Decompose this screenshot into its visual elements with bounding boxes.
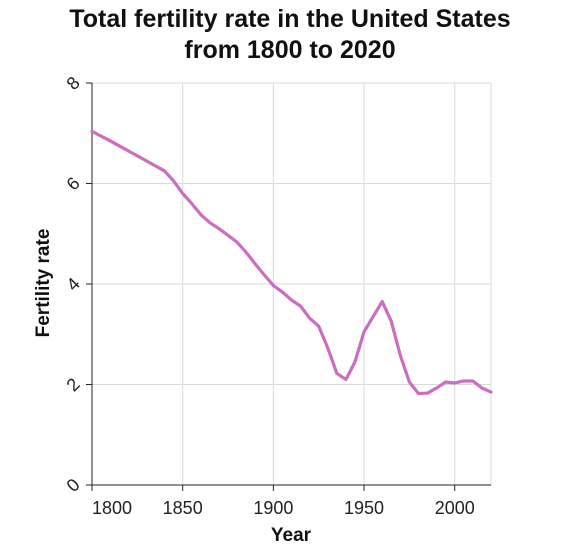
y-tick-label: 0 <box>63 475 84 496</box>
x-tick-label: 1800 <box>92 498 132 518</box>
y-tick-label: 6 <box>63 173 84 194</box>
fertility-rate-line <box>90 129 493 396</box>
x-tick-label: 1900 <box>253 498 293 518</box>
y-gridlines <box>92 82 491 385</box>
x-axis-label: Year <box>271 525 312 546</box>
x-tick-label: 2000 <box>435 498 475 518</box>
x-tick-label: 1850 <box>163 498 203 518</box>
chart-title: Total fertility rate in the United State… <box>0 4 580 66</box>
x-axis-ticks: 1800 1850 1900 1950 2000 <box>91 485 475 518</box>
series-layer <box>90 129 493 396</box>
y-tick-label: 2 <box>63 374 84 395</box>
y-axis-label: Fertility rate <box>33 229 54 338</box>
y-tick-label: 8 <box>63 73 84 94</box>
chart-title-line-1: Total fertility rate in the United State… <box>69 5 511 33</box>
x-tick-label: 1950 <box>344 498 384 518</box>
y-tick-label: 4 <box>63 274 84 295</box>
y-axis-ticks: 0 2 4 6 8 <box>63 73 92 496</box>
chart-title-line-2: from 1800 to 2020 <box>184 36 396 64</box>
